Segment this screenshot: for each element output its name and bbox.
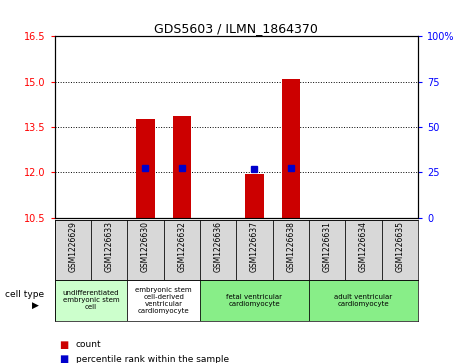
Bar: [127, 220, 163, 280]
Text: GSM1226635: GSM1226635: [395, 221, 404, 272]
Text: GSM1226631: GSM1226631: [323, 221, 332, 272]
Text: fetal ventricular
cardiomyocyte: fetal ventricular cardiomyocyte: [227, 294, 283, 307]
Bar: [55, 220, 91, 280]
Text: embryonic stem
cell-derived
ventricular
cardiomyocyte: embryonic stem cell-derived ventricular …: [135, 287, 192, 314]
Text: cell type: cell type: [5, 290, 44, 299]
Text: ■: ■: [59, 354, 68, 363]
Text: GSM1226638: GSM1226638: [286, 221, 295, 272]
Bar: [309, 220, 345, 280]
Bar: [173, 117, 191, 218]
Text: GSM1226633: GSM1226633: [104, 221, 114, 272]
Bar: [91, 220, 127, 280]
Text: count: count: [76, 340, 102, 349]
Bar: [200, 280, 309, 321]
Bar: [200, 220, 237, 280]
Text: GSM1226636: GSM1226636: [214, 221, 223, 272]
Text: adult ventricular
cardiomyocyte: adult ventricular cardiomyocyte: [334, 294, 392, 307]
Text: GSM1226637: GSM1226637: [250, 221, 259, 272]
Bar: [273, 220, 309, 280]
Text: GSM1226630: GSM1226630: [141, 221, 150, 272]
Text: percentile rank within the sample: percentile rank within the sample: [76, 355, 229, 363]
Bar: [246, 174, 264, 218]
Bar: [381, 220, 418, 280]
Bar: [282, 79, 300, 218]
Text: GSM1226629: GSM1226629: [68, 221, 77, 272]
Bar: [237, 220, 273, 280]
Bar: [345, 220, 381, 280]
Text: GSM1226634: GSM1226634: [359, 221, 368, 272]
Bar: [127, 280, 200, 321]
Bar: [309, 280, 418, 321]
Bar: [136, 119, 154, 218]
Bar: [163, 220, 200, 280]
Text: undifferentiated
embryonic stem
cell: undifferentiated embryonic stem cell: [63, 290, 119, 310]
Title: GDS5603 / ILMN_1864370: GDS5603 / ILMN_1864370: [154, 22, 318, 35]
Text: ■: ■: [59, 340, 68, 350]
Text: GSM1226632: GSM1226632: [177, 221, 186, 272]
Bar: [55, 280, 127, 321]
Text: ▶: ▶: [32, 301, 39, 310]
